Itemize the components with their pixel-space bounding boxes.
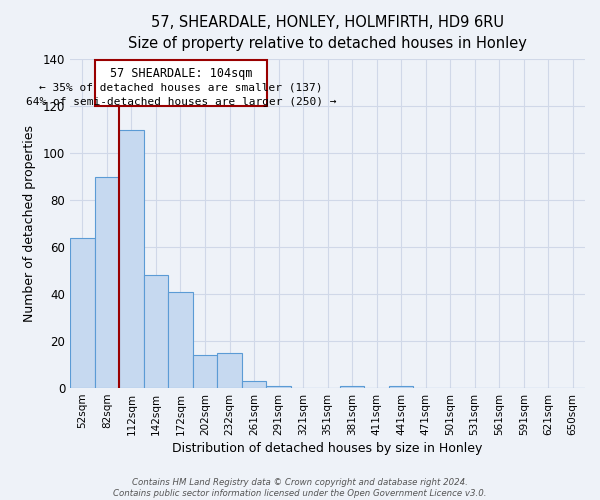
Bar [193, 355, 217, 388]
FancyBboxPatch shape [95, 60, 267, 106]
Bar [242, 381, 266, 388]
Bar [95, 176, 119, 388]
Y-axis label: Number of detached properties: Number of detached properties [23, 125, 36, 322]
Bar [266, 386, 291, 388]
Bar [340, 386, 364, 388]
Bar [144, 276, 168, 388]
Bar [217, 353, 242, 388]
Bar [119, 130, 144, 388]
Title: 57, SHEARDALE, HONLEY, HOLMFIRTH, HD9 6RU
Size of property relative to detached : 57, SHEARDALE, HONLEY, HOLMFIRTH, HD9 6R… [128, 15, 527, 51]
Bar [168, 292, 193, 388]
Text: ← 35% of detached houses are smaller (137): ← 35% of detached houses are smaller (13… [39, 82, 323, 92]
Text: Contains HM Land Registry data © Crown copyright and database right 2024.
Contai: Contains HM Land Registry data © Crown c… [113, 478, 487, 498]
Text: 57 SHEARDALE: 104sqm: 57 SHEARDALE: 104sqm [110, 68, 252, 80]
X-axis label: Distribution of detached houses by size in Honley: Distribution of detached houses by size … [172, 442, 483, 455]
Text: 64% of semi-detached houses are larger (250) →: 64% of semi-detached houses are larger (… [26, 96, 336, 106]
Bar [70, 238, 95, 388]
Bar [389, 386, 413, 388]
